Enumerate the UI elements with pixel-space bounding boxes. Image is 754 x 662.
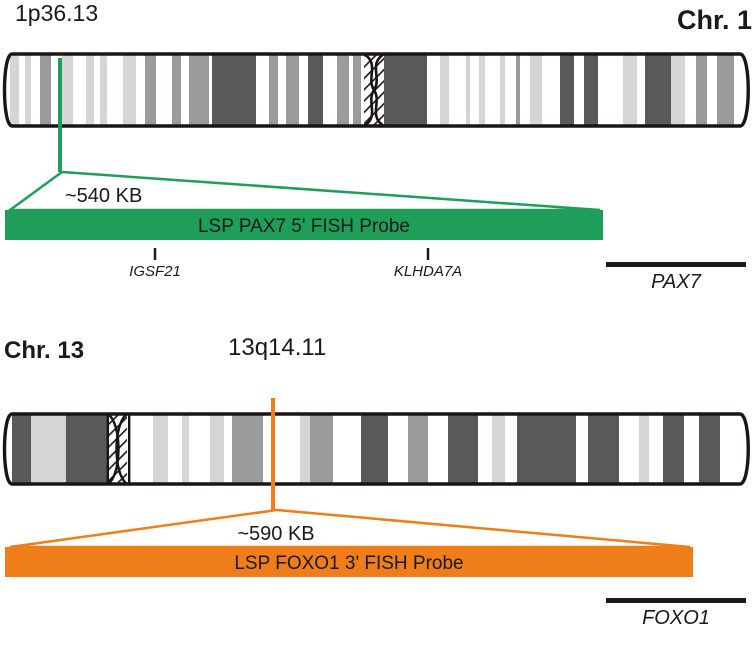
svg-text:IGSF21: IGSF21 <box>129 263 181 280</box>
svg-text:LSP FOXO1 3' FISH Probe: LSP FOXO1 3' FISH Probe <box>234 553 463 574</box>
svg-text:PAX7: PAX7 <box>651 271 702 293</box>
svg-text:13q14.11: 13q14.11 <box>228 334 326 361</box>
svg-text:LSP PAX7 5' FISH Probe: LSP PAX7 5' FISH Probe <box>198 216 410 237</box>
svg-text:KLHDA7A: KLHDA7A <box>394 263 462 280</box>
svg-text:1p36.13: 1p36.13 <box>15 0 98 26</box>
svg-text:~590 KB: ~590 KB <box>237 523 314 545</box>
svg-text:Chr. 13: Chr. 13 <box>4 337 84 364</box>
svg-text:~540 KB: ~540 KB <box>65 185 142 207</box>
svg-text:FOXO1: FOXO1 <box>642 607 710 629</box>
svg-text:Chr. 1: Chr. 1 <box>677 5 752 35</box>
